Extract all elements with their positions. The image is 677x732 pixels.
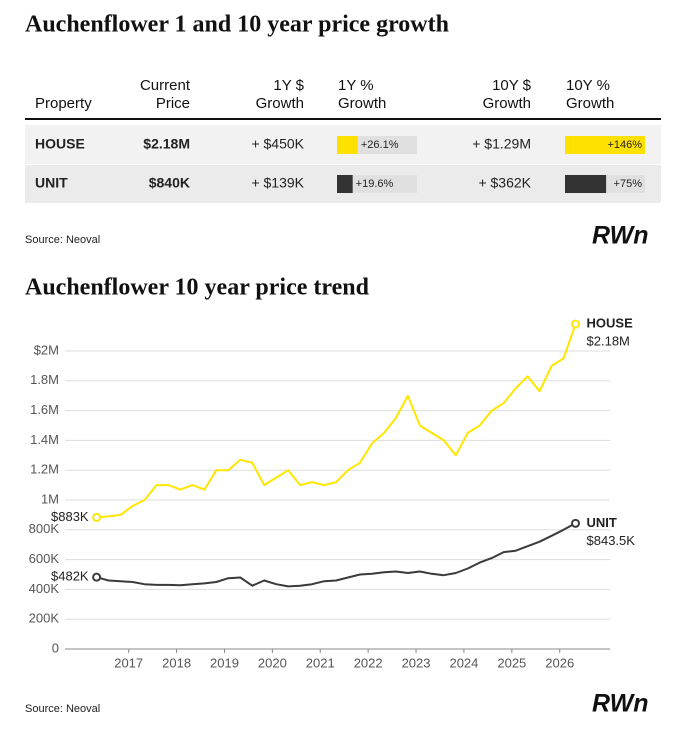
x-tick-label: 2023 <box>402 655 431 670</box>
table-title: Auchenflower 1 and 10 year price growth <box>25 12 449 38</box>
y-tick-label: 1.8M <box>30 372 59 387</box>
bar <box>565 136 645 154</box>
column-header: 1Y $ <box>273 77 304 94</box>
start-label: $482K <box>51 569 89 584</box>
y-tick-label: 400K <box>29 581 60 596</box>
end-label: $2.18M <box>587 334 630 349</box>
bar-label: +75% <box>614 178 643 190</box>
end-marker <box>571 319 581 329</box>
bar-label: +19.6% <box>356 178 394 190</box>
logo: RWn <box>592 222 648 250</box>
y-tick-label: 800K <box>29 521 60 536</box>
end-marker <box>92 512 102 522</box>
column-header: 10Y $ <box>492 77 532 94</box>
y-tick-label: 600K <box>29 551 60 566</box>
y-tick-label: 1.2M <box>30 462 59 477</box>
legend-label: HOUSE <box>587 316 634 331</box>
x-tick-label: 2018 <box>162 655 191 670</box>
x-tick-label: 2025 <box>497 655 526 670</box>
growth-1y: + $450K <box>251 136 304 152</box>
current-price: $840K <box>149 175 190 191</box>
y-tick-label: 1.4M <box>30 432 59 447</box>
property: HOUSE <box>35 136 85 152</box>
x-tick-label: 2019 <box>210 655 239 670</box>
column-header: Property <box>35 95 92 112</box>
column-header: Growth <box>566 95 614 112</box>
y-tick-label: 200K <box>29 611 60 626</box>
end-marker <box>92 572 102 582</box>
legend-label: UNIT <box>587 515 617 530</box>
column-header: 10Y % <box>566 77 610 94</box>
source: Source: Neoval <box>25 234 100 246</box>
source: Source: Neoval <box>25 703 100 715</box>
bar-track <box>337 175 417 193</box>
x-tick-label: 2024 <box>449 655 478 670</box>
column-header: Current <box>140 77 191 94</box>
bar-label: +146% <box>607 139 642 151</box>
y-tick-label: 1M <box>41 491 59 506</box>
logo: RWn <box>592 690 648 718</box>
column-header: Growth <box>338 95 386 112</box>
bar <box>337 175 353 193</box>
start-label: $883K <box>51 509 89 524</box>
x-tick-label: 2017 <box>114 655 143 670</box>
current-price: $2.18M <box>143 136 190 152</box>
x-tick-label: 2026 <box>545 655 574 670</box>
x-tick-label: 2020 <box>258 655 287 670</box>
bar <box>565 175 607 193</box>
growth-10y: + $362K <box>478 175 531 191</box>
chart-title: Auchenflower 10 year price trend <box>25 275 370 301</box>
y-tick-label: 0 <box>52 640 59 655</box>
column-header: Growth <box>256 95 304 112</box>
series-line <box>96 323 577 519</box>
bar <box>337 136 358 154</box>
column-header: Price <box>156 95 190 112</box>
end-marker <box>571 518 581 528</box>
bar-label: +26.1% <box>361 139 399 151</box>
series-line <box>96 522 576 588</box>
y-tick-label: 1.6M <box>30 402 59 417</box>
column-header: Growth <box>483 95 531 112</box>
x-tick-label: 2022 <box>354 655 383 670</box>
property: UNIT <box>35 175 68 191</box>
y-tick-label: $2M <box>34 342 59 357</box>
growth-10y: + $1.29M <box>472 136 531 152</box>
end-label: $843.5K <box>587 533 636 548</box>
column-header: 1Y % <box>338 77 374 94</box>
growth-1y: + $139K <box>251 175 304 191</box>
x-tick-label: 2021 <box>306 655 335 670</box>
